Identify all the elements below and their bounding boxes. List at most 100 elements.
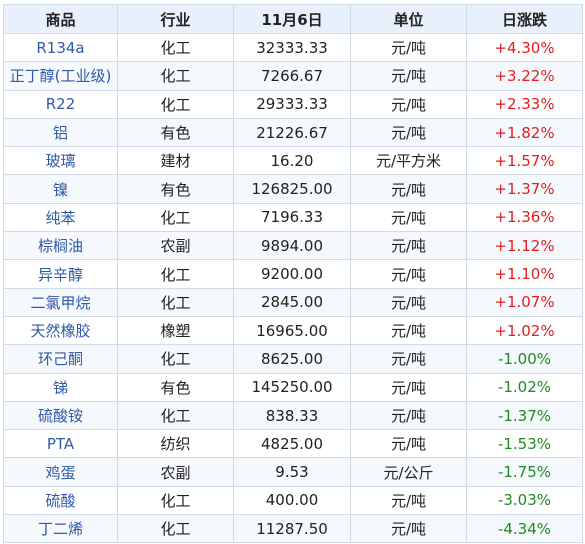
price-cell: 7266.67 xyxy=(233,61,351,91)
daily-change-cell: +3.22% xyxy=(466,61,583,91)
industry-cell: 化工 xyxy=(117,400,234,431)
unit-cell: 元/吨 xyxy=(350,315,467,346)
table-row: 鸡蛋 农副 9.53 元/公斤 -1.75% xyxy=(3,457,583,487)
daily-change-cell: -1.02% xyxy=(466,372,583,402)
unit-cell: 元/吨 xyxy=(350,174,467,204)
daily-change-cell: +1.07% xyxy=(466,287,583,317)
unit-cell: 元/吨 xyxy=(350,372,467,402)
commodity-name-cell: PTA xyxy=(3,429,118,459)
unit-cell: 元/吨 xyxy=(350,61,467,91)
industry-cell: 有色 xyxy=(117,117,234,148)
unit-cell: 元/吨 xyxy=(350,514,467,544)
price-cell: 21226.67 xyxy=(233,117,351,148)
header-daily-change: 日涨跌 xyxy=(466,4,583,34)
commodity-name-cell: R22 xyxy=(3,89,118,119)
industry-cell: 农副 xyxy=(117,457,234,487)
unit-cell: 元/平方米 xyxy=(350,146,467,176)
unit-cell: 元/公斤 xyxy=(350,457,467,487)
table-row: R134a 化工 32333.33 元/吨 +4.30% xyxy=(3,32,583,63)
industry-cell: 建材 xyxy=(117,146,234,176)
daily-change-cell: -4.34% xyxy=(466,514,583,544)
price-cell: 7196.33 xyxy=(233,202,351,233)
price-cell: 32333.33 xyxy=(233,32,351,63)
industry-cell: 化工 xyxy=(117,344,234,374)
commodity-name-cell: 镍 xyxy=(3,174,118,204)
unit-cell: 元/吨 xyxy=(350,117,467,148)
daily-change-cell: +2.33% xyxy=(466,89,583,119)
table-row: 玻璃 建材 16.20 元/平方米 +1.57% xyxy=(3,146,583,176)
industry-cell: 有色 xyxy=(117,174,234,204)
table-row: 天然橡胶 橡塑 16965.00 元/吨 +1.02% xyxy=(3,315,583,346)
table-row: 环己酮 化工 8625.00 元/吨 -1.00% xyxy=(3,344,583,374)
commodity-name-cell: 异辛醇 xyxy=(3,259,118,289)
unit-cell: 元/吨 xyxy=(350,485,467,516)
unit-cell: 元/吨 xyxy=(350,89,467,119)
daily-change-cell: +1.12% xyxy=(466,231,583,261)
price-cell: 9894.00 xyxy=(233,231,351,261)
price-cell: 16965.00 xyxy=(233,315,351,346)
price-cell: 838.33 xyxy=(233,400,351,431)
price-cell: 16.20 xyxy=(233,146,351,176)
commodity-name-cell: 棕榈油 xyxy=(3,231,118,261)
commodity-name-cell: 玻璃 xyxy=(3,146,118,176)
price-cell: 8625.00 xyxy=(233,344,351,374)
daily-change-cell: -3.03% xyxy=(466,485,583,516)
daily-change-cell: +1.57% xyxy=(466,146,583,176)
commodity-name-cell: 铝 xyxy=(3,117,118,148)
unit-cell: 元/吨 xyxy=(350,287,467,317)
unit-cell: 元/吨 xyxy=(350,429,467,459)
daily-change-cell: +1.36% xyxy=(466,202,583,233)
industry-cell: 纺织 xyxy=(117,429,234,459)
commodity-price-table-container: 商品 行业 11月6日 单位 日涨跌 R134a 化工 32333.33 元/吨 +4.… xyxy=(3,4,583,544)
daily-change-cell: -1.53% xyxy=(466,429,583,459)
unit-cell: 元/吨 xyxy=(350,32,467,63)
unit-cell: 元/吨 xyxy=(350,202,467,233)
unit-cell: 元/吨 xyxy=(350,344,467,374)
commodity-name-cell: 二氯甲烷 xyxy=(3,287,118,317)
price-cell: 400.00 xyxy=(233,485,351,516)
commodity-name-cell: 硫酸 xyxy=(3,485,118,516)
table-row: R22 化工 29333.33 元/吨 +2.33% xyxy=(3,89,583,119)
table-row: 铝有色 21226.67 元/吨 +1.82% xyxy=(3,117,583,148)
daily-change-cell: -1.37% xyxy=(466,400,583,431)
daily-change-cell: +1.02% xyxy=(466,315,583,346)
commodity-name-cell: 天然橡胶 xyxy=(3,315,118,346)
daily-change-cell: +1.37% xyxy=(466,174,583,204)
daily-change-cell: -1.00% xyxy=(466,344,583,374)
price-cell: 29333.33 xyxy=(233,89,351,119)
price-cell: 9.53 xyxy=(233,457,351,487)
header-unit: 单位 xyxy=(350,4,467,34)
table-row: 硫酸铵 化工 838.33 元/吨 -1.37% xyxy=(3,400,583,431)
industry-cell: 化工 xyxy=(117,259,234,289)
daily-change-cell: +1.82% xyxy=(466,117,583,148)
commodity-name-cell: 纯苯 xyxy=(3,202,118,233)
industry-cell: 化工 xyxy=(117,485,234,516)
table-header: 商品 行业 11月6日 单位 日涨跌 xyxy=(3,4,583,34)
price-cell: 4825.00 xyxy=(233,429,351,459)
table-row: 异辛醇 化工 9200.00 元/吨 +1.10% xyxy=(3,259,583,289)
daily-change-cell: +1.10% xyxy=(466,259,583,289)
table-row: 棕榈油 农副 9894.00 元/吨 +1.12% xyxy=(3,231,583,261)
table-row: 镍有色 126825.00 元/吨 +1.37% xyxy=(3,174,583,204)
header-row: 商品 行业 11月6日 单位 日涨跌 xyxy=(3,4,583,34)
unit-cell: 元/吨 xyxy=(350,400,467,431)
table-body: R134a 化工 32333.33 元/吨 +4.30% 正丁醇(工业级) 化工 7266.6… xyxy=(3,32,583,544)
table-row: 硫酸 化工 400.00 元/吨 -3.03% xyxy=(3,485,583,516)
table-row: 纯苯 化工 7196.33 元/吨 +1.36% xyxy=(3,202,583,233)
commodity-name-cell: 正丁醇(工业级) xyxy=(3,61,118,91)
header-industry: 行业 xyxy=(117,4,234,34)
industry-cell: 农副 xyxy=(117,231,234,261)
industry-cell: 化工 xyxy=(117,89,234,119)
table-row: 正丁醇(工业级) 化工 7266.67 元/吨 +3.22% xyxy=(3,61,583,91)
industry-cell: 橡塑 xyxy=(117,315,234,346)
industry-cell: 化工 xyxy=(117,61,234,91)
table-row: PTA 纺织 4825.00 元/吨 -1.53% xyxy=(3,429,583,459)
price-cell: 2845.00 xyxy=(233,287,351,317)
commodity-price-table: 商品 行业 11月6日 单位 日涨跌 R134a 化工 32333.33 元/吨 +4.… xyxy=(3,4,583,544)
commodity-name-cell: 锑 xyxy=(3,372,118,402)
unit-cell: 元/吨 xyxy=(350,231,467,261)
price-cell: 11287.50 xyxy=(233,514,351,544)
unit-cell: 元/吨 xyxy=(350,259,467,289)
daily-change-cell: -1.75% xyxy=(466,457,583,487)
daily-change-cell: +4.30% xyxy=(466,32,583,63)
